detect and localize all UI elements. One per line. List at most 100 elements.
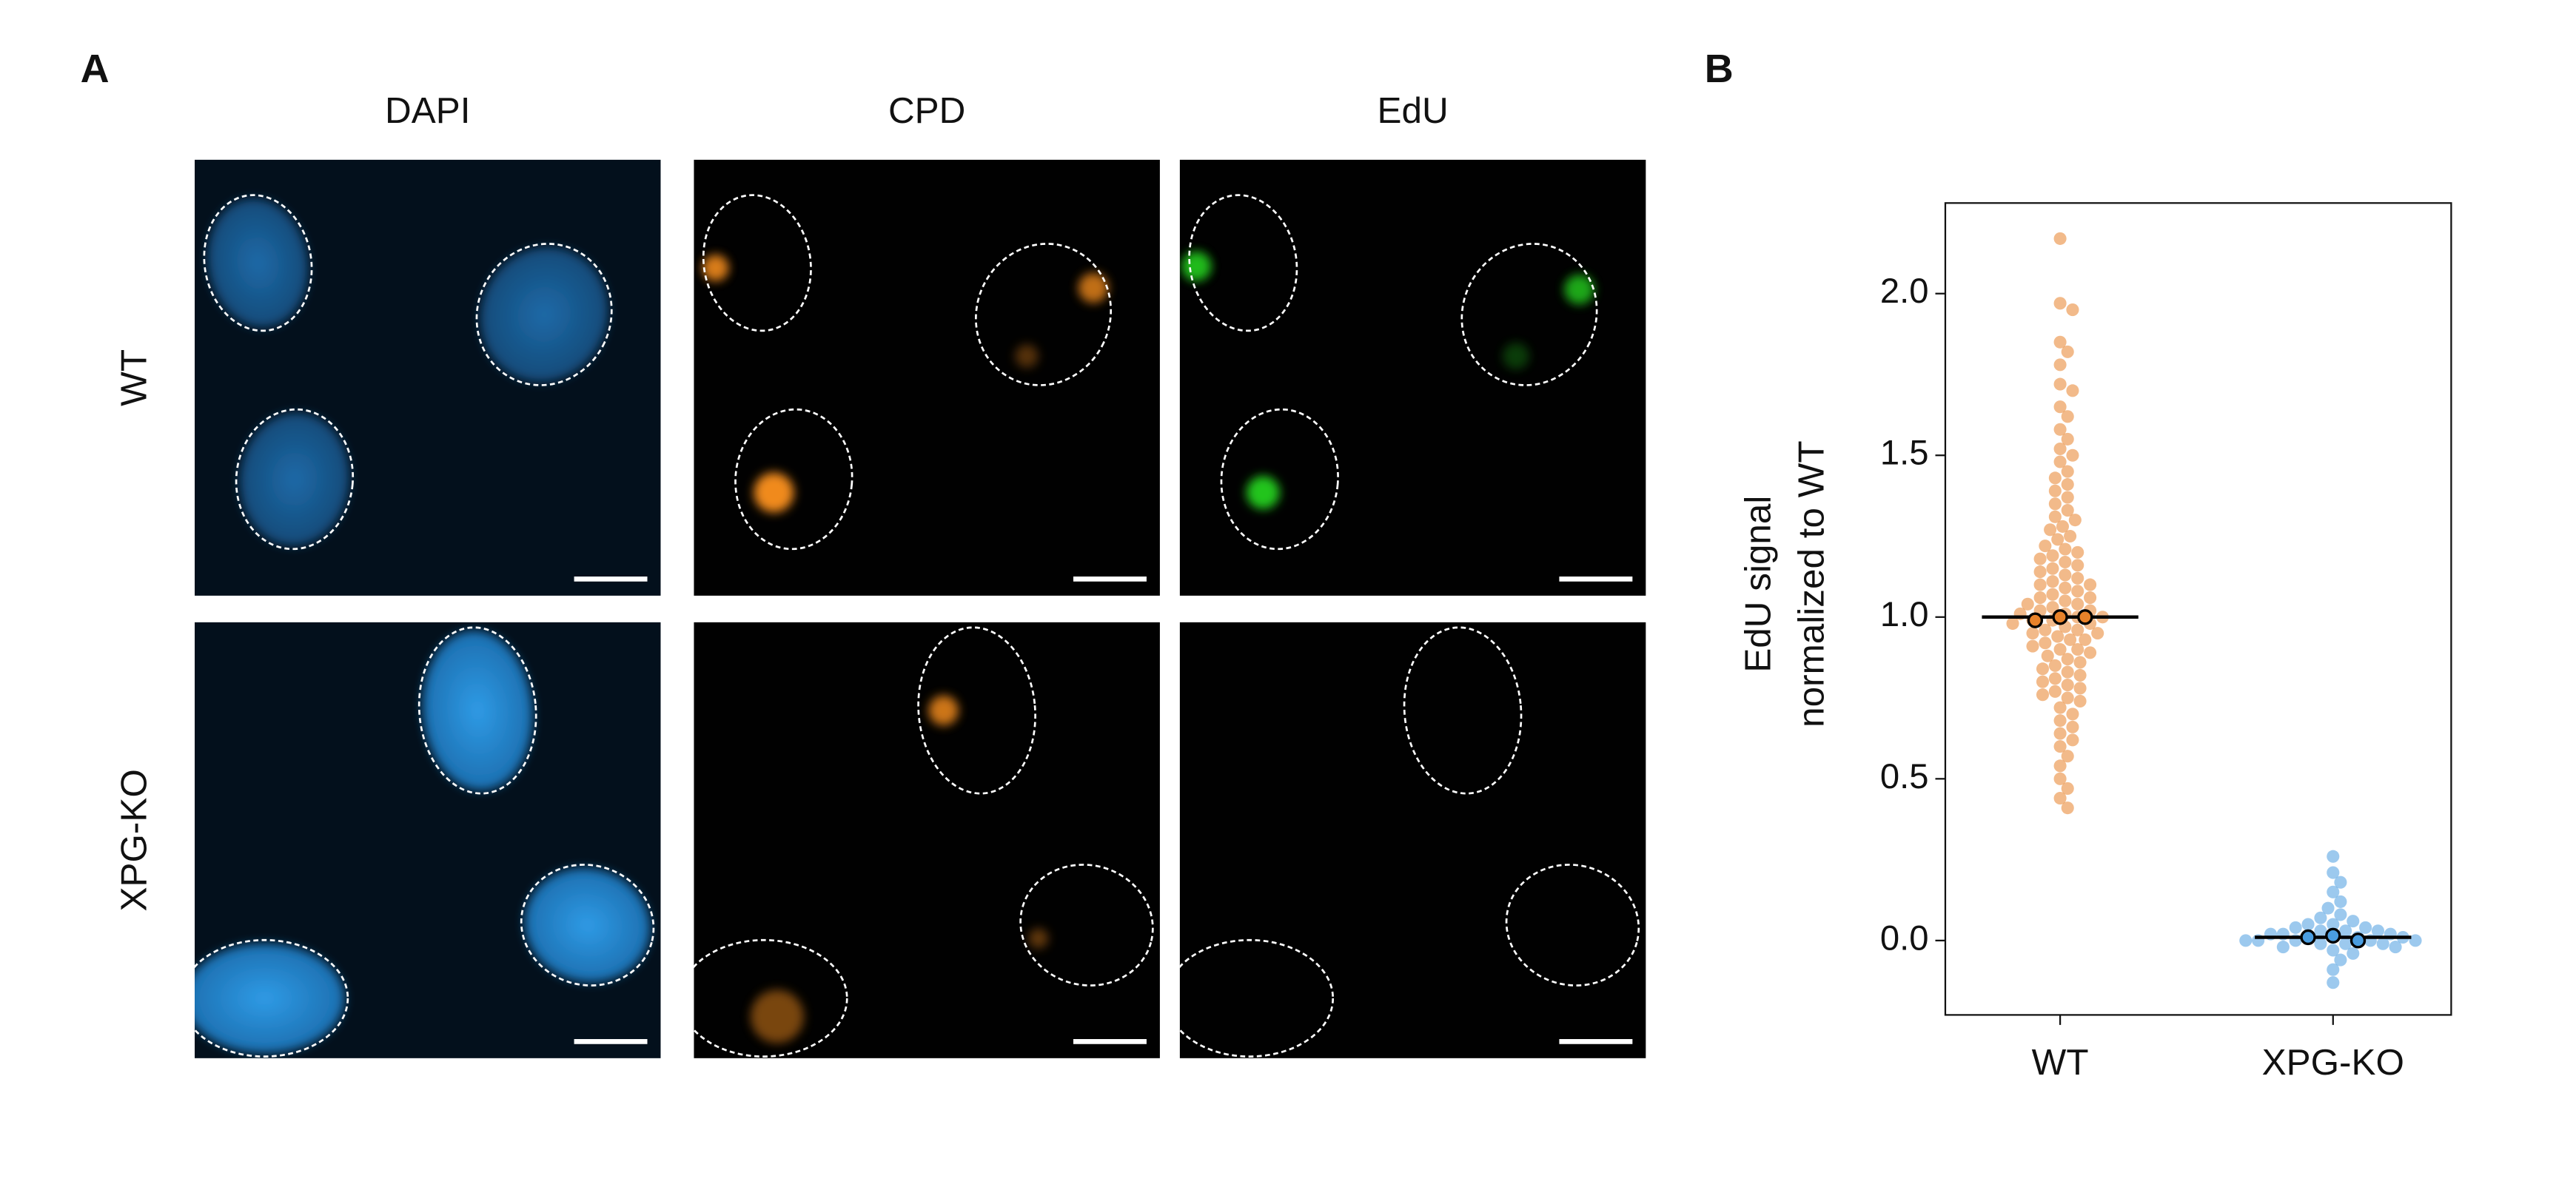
data-point [2239,934,2253,947]
data-point [2061,478,2074,491]
data-point [2071,571,2084,585]
nucleus-outline [475,243,613,386]
data-point [2321,901,2335,915]
data-point [2061,465,2074,478]
data-point [2059,568,2072,582]
nucleus-outline [195,938,349,1058]
row-label: XPG-KO [113,769,154,911]
data-point [2371,924,2385,938]
data-point [2036,662,2050,676]
data-point [2073,668,2087,682]
x-tick-label: XPG-KO [2262,1042,2404,1083]
column-header: DAPI [385,90,470,131]
data-point [2033,578,2047,591]
x-tick-label: WT [2032,1042,2089,1083]
image-content [702,194,1113,551]
data-point [2071,545,2084,559]
data-point [2048,497,2062,511]
data-point [2006,616,2019,631]
data-point [2314,937,2327,950]
data-point [2061,410,2074,423]
data-point [2276,941,2290,954]
data-point [2059,594,2072,608]
data-point [2334,908,2347,921]
data-point [2053,232,2067,245]
nucleus-stain [195,943,345,1054]
data-point [2347,947,2360,960]
image-content [1181,194,1598,551]
data-point [2059,555,2072,569]
micrograph [195,622,661,1058]
data-point [2061,345,2074,358]
nucleus-stain [480,246,608,382]
data-point [2053,400,2067,414]
data-point [2327,944,2340,957]
data-point [2327,885,2340,898]
nucleus-outline [235,408,355,551]
panel-label: B [1705,47,1734,91]
image-content [203,194,613,551]
data-point [2064,633,2077,646]
data-point [2033,565,2047,579]
data-point [2066,733,2079,747]
data-point [2053,714,2067,727]
replicate-mean [2349,932,2367,949]
data-point [2039,540,2052,553]
nucleus-outline [1220,408,1339,551]
data-point [2314,911,2327,924]
y-tick-label: 1.0 [1880,595,1929,634]
data-point [2068,514,2082,527]
image-background [694,159,1160,596]
data-point [2071,623,2084,636]
column-header: CPD [888,90,965,131]
nucleus-stain [239,412,350,546]
image-background [1179,622,1646,1058]
nucleus-outline [917,626,1036,795]
nucleus-outline [1179,938,1335,1058]
data-point [2347,915,2360,928]
panel-label: A [81,47,110,91]
image-background [1179,159,1646,596]
data-point [2061,432,2074,446]
data-point [2053,727,2067,740]
data-point [2053,759,2067,773]
y-axis-label: EdU signal [1738,496,1779,673]
foci [1246,476,1280,509]
image-content [195,626,655,1058]
data-point [2066,720,2079,733]
nucleus-outline [694,938,848,1058]
data-point [2048,484,2062,497]
data-point [2064,529,2077,543]
replicate-mean [2027,612,2044,628]
data-point [2053,358,2067,372]
foci [928,695,959,726]
data-point [2048,659,2062,672]
data-point [2061,491,2074,504]
data-point [2053,377,2067,391]
data-point [2053,701,2067,714]
data-point [2071,559,2084,572]
data-point [2046,575,2059,588]
data-point [2334,953,2347,967]
data-point [2061,782,2074,795]
data-point [2033,591,2047,605]
data-point [2048,510,2062,523]
plot-frame [1944,202,2452,1016]
data-point [2026,627,2039,640]
y-tick-label: 0.5 [1880,757,1929,796]
data-point [2041,649,2054,662]
y-tick-label: 2.0 [1880,272,1929,311]
data-point [2053,642,2067,656]
data-point [2073,656,2087,669]
data-point [2339,937,2352,950]
data-point [2389,941,2402,954]
data-point [2334,876,2347,889]
micrograph [1179,622,1646,1058]
foci [1078,272,1109,303]
data-point [2091,627,2104,640]
y-tick-label: 1.5 [1880,434,1929,473]
data-point [2061,665,2074,679]
nucleus-stain [422,631,533,790]
data-point [2301,918,2315,931]
replicate-mean [2077,609,2093,625]
